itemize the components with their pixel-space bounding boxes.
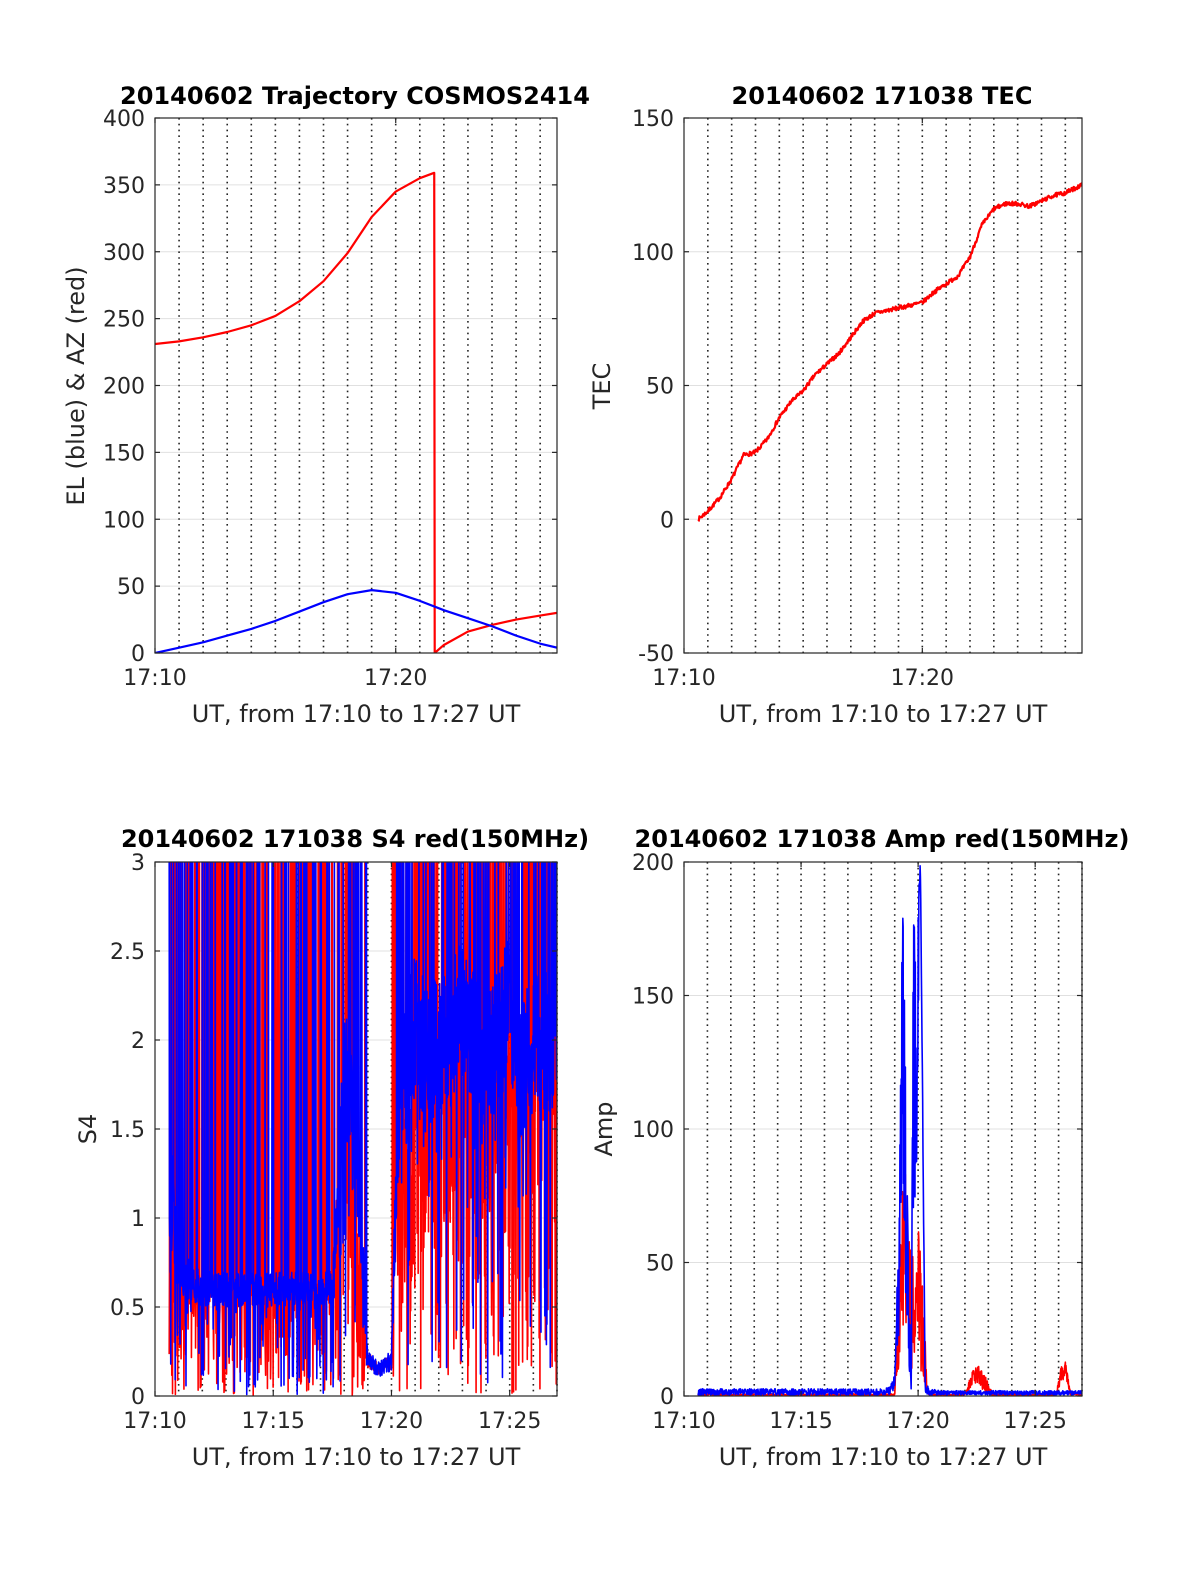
x-tick-label: 17:20 <box>891 666 954 691</box>
series-line-1 <box>697 182 1082 523</box>
y-tick-label: 50 <box>646 1252 674 1277</box>
chart-title: 20140602 171038 TEC <box>732 82 1033 110</box>
y-tick-label: 350 <box>103 174 145 199</box>
y-tick-label: 150 <box>103 441 145 466</box>
y-tick-label: 0 <box>660 1385 674 1410</box>
y-tick-label: 250 <box>103 308 145 333</box>
x-tick-label: 17:15 <box>769 1409 832 1434</box>
x-tick-label: 17:25 <box>478 1409 541 1434</box>
y-tick-label: 200 <box>103 375 145 400</box>
x-tick-label: 17:10 <box>652 666 715 691</box>
x-tick-label: 17:15 <box>242 1409 305 1434</box>
chart-panel-1: 0 50 100 150 200 250 300 350 400 17:10 17:20 201406… <box>62 82 590 728</box>
chart-title: 20140602 171038 Amp red(150MHz) <box>635 825 1130 853</box>
x-tick-label: 17:10 <box>123 666 186 691</box>
y-axis-label: EL (blue) & AZ (red) <box>62 266 90 505</box>
x-tick-label: 17:20 <box>360 1409 423 1434</box>
x-tick-label: 17:20 <box>364 666 427 691</box>
chart-title: 20140602 171038 S4 red(150MHz) <box>121 825 589 853</box>
y-tick-label: 50 <box>117 575 145 600</box>
x-tick-label: 17:10 <box>652 1409 715 1434</box>
chart-panel-2: -50 0 50 100 150 17:10 17:20 20140602 171038 TE… <box>588 82 1083 728</box>
y-tick-label: 50 <box>646 375 674 400</box>
y-axis-label: TEC <box>588 363 616 411</box>
x-axis-label: UT, from 17:10 to 17:27 UT <box>719 1443 1048 1471</box>
x-tick-label: 17:10 <box>123 1409 186 1434</box>
y-tick-label: 100 <box>632 241 674 266</box>
y-tick-label: 100 <box>103 508 145 533</box>
series-line-2 <box>155 589 557 653</box>
y-tick-label: 2 <box>131 1029 145 1054</box>
y-tick-label: 100 <box>632 1118 674 1143</box>
y-tick-label: 0 <box>660 508 674 533</box>
y-tick-label: 1 <box>131 1207 145 1232</box>
y-tick-label: 1.5 <box>110 1118 145 1143</box>
y-tick-label: 400 <box>103 107 145 132</box>
y-tick-label: 0 <box>131 642 145 667</box>
x-axis-label: UT, from 17:10 to 17:27 UT <box>192 1443 521 1471</box>
y-tick-label: 150 <box>632 107 674 132</box>
x-axis-label: UT, from 17:10 to 17:27 UT <box>192 700 521 728</box>
y-tick-label: 150 <box>632 985 674 1010</box>
y-tick-label: 200 <box>632 851 674 876</box>
y-tick-label: 0 <box>131 1385 145 1410</box>
y-tick-label: 0.5 <box>110 1296 145 1321</box>
y-tick-label: 2.5 <box>110 940 145 965</box>
x-tick-label: 17:25 <box>1003 1409 1066 1434</box>
y-axis-label: S4 <box>74 1114 102 1145</box>
series-line-2 <box>168 862 557 1396</box>
y-tick-label: -50 <box>638 642 674 667</box>
series-line-2 <box>697 864 1082 1396</box>
y-tick-label: 300 <box>103 241 145 266</box>
chart-title: 20140602 Trajectory COSMOS2414 <box>120 82 590 110</box>
y-axis-label: Amp <box>590 1101 618 1156</box>
x-tick-label: 17:20 <box>886 1409 949 1434</box>
chart-panel-3: 0 0.5 1 1.5 2 2.5 3 17:10 17:15 17:20 17:25 2014060… <box>74 825 589 1471</box>
x-axis-label: UT, from 17:10 to 17:27 UT <box>719 700 1048 728</box>
chart-panel-4: 0 50 100 150 200 17:10 17:15 17:20 17:25 20140602… <box>590 825 1129 1471</box>
y-tick-label: 3 <box>131 851 145 876</box>
